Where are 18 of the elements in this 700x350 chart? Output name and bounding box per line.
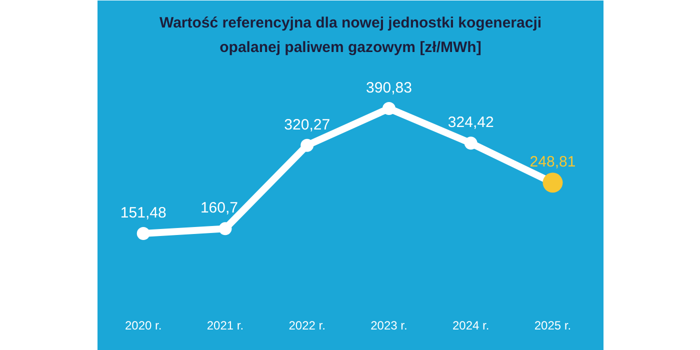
x-tick-label: 2024 r.: [452, 318, 490, 332]
x-tick-label: 2023 r.: [370, 318, 408, 332]
x-tick-label: 2020 r.: [125, 318, 162, 332]
point: [382, 102, 396, 115]
chart-title: Wartość referencyjna dla nowej jednostki kogeneracji opalanej paliwem gazowym [zł/MWh]: [159, 14, 542, 56]
point: [218, 222, 232, 236]
data-label: 248,81: [530, 154, 576, 171]
x-tick-label: 2022 r.: [288, 318, 326, 332]
data-label: 160,7: [200, 200, 238, 217]
point: [300, 138, 314, 152]
data-label: 390,83: [366, 80, 412, 96]
x-tick-label: 2025 r.: [534, 318, 572, 332]
data-label: 320,27: [284, 116, 330, 134]
point: [136, 227, 150, 240]
data-label: 324,42: [448, 114, 494, 132]
data-label: 151,48: [120, 204, 166, 222]
x-tick-label: 2021 r.: [206, 318, 244, 332]
point: [464, 136, 478, 150]
